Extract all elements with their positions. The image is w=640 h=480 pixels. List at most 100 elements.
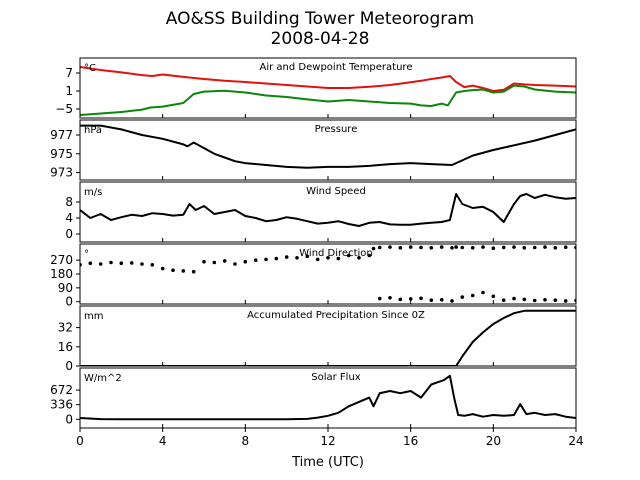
wind-direction-point [491, 294, 496, 299]
wind-direction-point [481, 245, 485, 249]
wind-direction-point [88, 261, 93, 266]
wind-direction-point [212, 260, 217, 265]
wind-direction-point [563, 245, 568, 249]
panel-5: 32 16 0 mm Accumulated Precipitation Since 0… [58, 305, 577, 373]
series-line-1 [80, 309, 576, 366]
y-tick-label: 90 [58, 281, 73, 295]
y-tick-label: 973 [50, 166, 73, 180]
series-line-1 [80, 124, 576, 169]
y-tick-label: 0 [65, 412, 73, 426]
wind-direction-point [377, 245, 382, 250]
wind-direction-point [553, 246, 558, 250]
wind-direction-point [532, 298, 537, 303]
x-tick-label: 24 [568, 434, 583, 448]
wind-direction-point [202, 259, 206, 264]
wind-direction-point [429, 298, 434, 303]
y-tick-label: 0 [65, 295, 73, 309]
y-tick-label: 977 [50, 128, 73, 142]
y-tick-label: 180 [50, 267, 73, 281]
wind-direction-point [171, 268, 175, 273]
wind-direction-point [522, 297, 527, 302]
wind-direction-point [522, 246, 527, 250]
figure-title: AO&SS Building Tower Meteorogram [166, 9, 474, 29]
x-tick-label: 0 [76, 434, 84, 448]
wind-direction-point [150, 263, 155, 267]
wind-direction-point [284, 255, 289, 259]
wind-direction-point [371, 246, 376, 251]
wind-direction-point [501, 245, 506, 250]
wind-direction-point [129, 261, 134, 265]
wind-direction-point [439, 298, 444, 302]
wind-direction-point [563, 299, 568, 303]
panel-title: Accumulated Precipitation Since 0Z [247, 310, 425, 321]
panel-title: Pressure [315, 124, 358, 135]
series-line-1 [80, 193, 576, 227]
wind-direction-point [450, 299, 454, 303]
y-tick-label: 336 [50, 398, 73, 412]
y-tick-label: 7 [65, 66, 73, 80]
wind-direction-point [470, 293, 475, 298]
figure-date: 2008-04-28 [271, 29, 370, 49]
wind-direction-point [346, 253, 351, 258]
wind-direction-point [119, 261, 124, 266]
x-axis: 0 4 8 12 16 20 24 [76, 428, 584, 448]
wind-direction-point [326, 255, 330, 260]
y-tick-label: 16 [58, 340, 73, 354]
wind-direction-point [109, 260, 113, 265]
x-tick-label: 4 [159, 434, 167, 448]
panel-title: Air and Dewpoint Temperature [260, 62, 413, 73]
wind-direction-point [429, 246, 434, 250]
wind-direction-point [264, 257, 268, 262]
series-line-1 [80, 374, 576, 421]
x-tick-label: 12 [320, 434, 335, 448]
wind-direction-point [253, 258, 258, 263]
wind-direction-point [470, 246, 475, 250]
wind-direction-point [553, 298, 558, 303]
y-tick-label: 270 [50, 253, 73, 267]
panel-title: Wind Direction [299, 248, 373, 259]
y-tick-label: 8 [65, 195, 73, 209]
wind-direction-point [398, 297, 403, 302]
wind-direction-point [450, 246, 454, 250]
y-tick-label: 672 [50, 383, 73, 397]
wind-direction-point [377, 296, 382, 301]
x-axis-label: Time (UTC) [291, 455, 364, 470]
panel-unit: hPa [84, 125, 102, 136]
wind-direction-point [388, 245, 392, 249]
series-line-2 [80, 84, 576, 116]
wind-direction-point [481, 290, 485, 295]
wind-direction-point [460, 245, 465, 250]
wind-direction-point [543, 245, 547, 249]
series-line-1 [80, 66, 576, 92]
x-tick-label: 8 [242, 434, 250, 448]
panel-3: 8 4 0 m/s Wind Speed [65, 181, 577, 243]
wind-direction-point [243, 259, 248, 264]
wind-direction-point [408, 245, 413, 249]
panel-2: 977 975 973 hPa Pressure [50, 119, 577, 181]
panel-unit: mm [84, 311, 103, 322]
wind-direction-point [512, 296, 516, 301]
wind-direction-point [398, 246, 403, 250]
wind-direction-point [460, 295, 465, 299]
wind-direction-point [439, 245, 444, 249]
y-tick-label: 1 [65, 84, 73, 98]
x-tick-label: 20 [486, 434, 501, 448]
wind-direction-point [274, 256, 279, 261]
wind-direction-point [295, 255, 299, 260]
wind-direction-point [140, 262, 144, 266]
wind-direction-point [315, 257, 320, 262]
x-tick-label: 16 [403, 434, 418, 448]
wind-direction-point [491, 246, 496, 250]
wind-direction-point [367, 253, 372, 258]
panel-unit: ° [84, 249, 89, 260]
y-tick-label: 0 [65, 227, 73, 241]
wind-direction-point [454, 245, 458, 249]
wind-direction-point [532, 245, 537, 250]
panel-unit: °C [84, 63, 96, 74]
wind-direction-point [388, 296, 392, 300]
wind-direction-point [501, 298, 506, 303]
panel-title: Solar Flux [311, 372, 361, 383]
